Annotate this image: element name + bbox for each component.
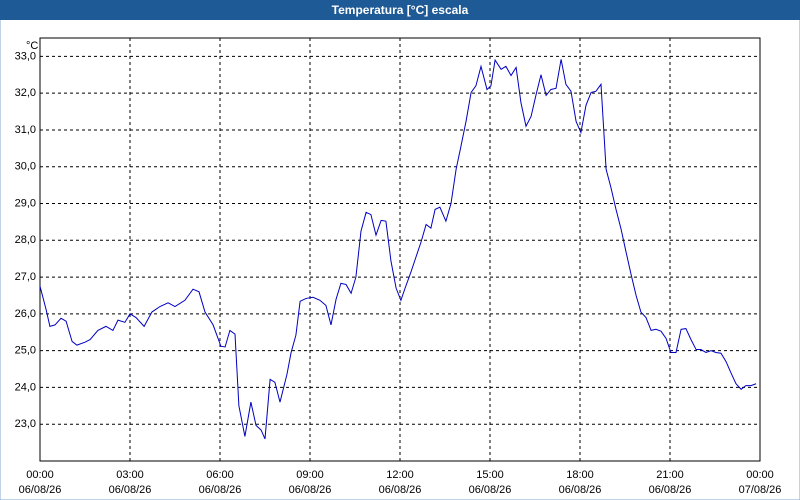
y-tick-label: 29,0 [15, 197, 36, 209]
line-series [39, 58, 757, 440]
y-tick-label: 32,0 [15, 87, 36, 99]
chart-title: Temperatura [°C] escala [332, 3, 469, 17]
x-tick-date: 07/08/26 [739, 484, 782, 496]
x-tick-label: 00:00 [746, 469, 774, 481]
x-tick-label: 12:00 [386, 469, 414, 481]
y-tick-label: 31,0 [15, 124, 36, 136]
y-tick-label: 30,0 [15, 161, 36, 173]
y-tick-label: 33,0 [15, 50, 36, 62]
x-tick-date: 06/08/26 [379, 484, 422, 496]
x-tick-label: 18:00 [566, 469, 594, 481]
x-tick-label: 15:00 [476, 469, 504, 481]
x-tick-date: 06/08/26 [289, 484, 332, 496]
y-unit: °C [26, 40, 38, 52]
x-tick-date: 06/08/26 [109, 484, 152, 496]
y-tick-label: 26,0 [15, 308, 36, 320]
y-tick-label: 25,0 [15, 345, 36, 357]
y-tick-label: 27,0 [15, 271, 36, 283]
x-tick-label: 21:00 [656, 469, 684, 481]
y-tick-label: 23,0 [15, 418, 36, 430]
x-tick-date: 06/08/26 [559, 484, 602, 496]
y-tick-label: 24,0 [15, 381, 36, 393]
x-tick-date: 06/08/26 [19, 484, 62, 496]
x-tick-date: 06/08/26 [199, 484, 242, 496]
title-bar [0, 0, 800, 20]
y-tick-label: 28,0 [15, 234, 36, 246]
x-tick-date: 06/08/26 [469, 484, 512, 496]
x-tick-label: 09:00 [296, 469, 324, 481]
x-tick-label: 06:00 [206, 469, 234, 481]
x-tick-date: 06/08/26 [649, 484, 692, 496]
x-tick-label: 00:00 [26, 469, 54, 481]
x-tick-label: 03:00 [116, 469, 144, 481]
